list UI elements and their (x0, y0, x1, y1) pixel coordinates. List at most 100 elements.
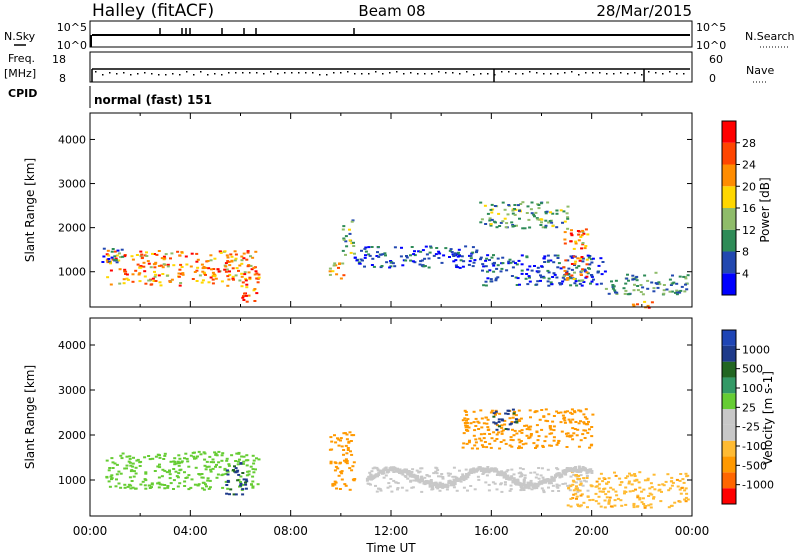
heatmap-cell (176, 250, 180, 253)
nave-dot (410, 72, 412, 74)
nave-dot (165, 74, 167, 76)
heatmap-cell (195, 260, 199, 263)
x-tick-label: 08:00 (273, 524, 308, 538)
heatmap-cell (555, 485, 559, 488)
heatmap-cell (581, 279, 585, 282)
velocity-colorbar-tick-label: 1000 (742, 343, 770, 356)
heatmap-cell (493, 439, 497, 442)
heatmap-cell (210, 268, 213, 271)
heatmap-cell (242, 295, 245, 298)
heatmap-cell (471, 246, 475, 249)
heatmap-cell (630, 483, 634, 486)
nave-dot (270, 71, 272, 73)
heatmap-cell (679, 492, 683, 495)
heatmap-cell (679, 473, 683, 475)
heatmap-cell (534, 211, 538, 214)
heatmap-cell (679, 289, 683, 292)
heatmap-cell (533, 215, 536, 218)
heatmap-cell (578, 489, 582, 492)
heatmap-cell (428, 483, 432, 488)
heatmap-cell (627, 482, 631, 485)
velocity-colorbar-swatch (722, 472, 736, 489)
heatmap-cell (456, 266, 460, 269)
heatmap-cell (341, 262, 345, 265)
heatmap-cell (540, 276, 543, 279)
nave-dot (564, 72, 566, 74)
heatmap-cell (105, 459, 109, 462)
heatmap-cell (120, 457, 124, 460)
heatmap-cell (256, 483, 260, 486)
heatmap-cell (390, 490, 394, 493)
heatmap-cell (654, 271, 658, 274)
heatmap-cell (124, 273, 127, 275)
heatmap-cell (684, 276, 687, 279)
heatmap-cell (119, 486, 123, 489)
heatmap-cell (511, 428, 514, 431)
heatmap-cell (529, 479, 533, 482)
heatmap-cell (427, 266, 431, 269)
heatmap-cell (110, 457, 114, 460)
heatmap-cell (517, 259, 521, 262)
heatmap-cell (224, 472, 228, 475)
heatmap-cell (552, 439, 556, 442)
heatmap-cell (221, 473, 225, 476)
heatmap-cell (544, 219, 548, 222)
heatmap-cell (479, 439, 483, 442)
heatmap-cell (524, 442, 528, 445)
nsearch-label: N.Search (745, 30, 795, 43)
heatmap-cell (522, 489, 526, 491)
heatmap-cell (237, 473, 241, 476)
heatmap-cell (591, 257, 595, 260)
heatmap-cell (581, 229, 585, 232)
heatmap-cell (495, 468, 499, 473)
heatmap-cell (575, 284, 579, 287)
velocity-colorbar-tick-label: -500 (742, 459, 767, 472)
heatmap-cell (569, 232, 573, 235)
heatmap-cell (107, 260, 111, 263)
heatmap-cell (125, 467, 128, 470)
heatmap-cell (556, 486, 560, 489)
heatmap-cell (675, 478, 679, 481)
heatmap-cell (465, 413, 469, 416)
heatmap-cell (586, 254, 590, 257)
heatmap-cell (484, 284, 488, 287)
heatmap-cell (241, 483, 245, 486)
heatmap-cell (579, 482, 583, 485)
heatmap-cell (575, 266, 579, 269)
heatmap-cell (515, 224, 518, 227)
heatmap-cell (429, 480, 433, 485)
heatmap-cell (585, 271, 589, 274)
heatmap-cell (154, 273, 158, 276)
heatmap-cell (543, 261, 547, 263)
heatmap-cell (331, 483, 335, 486)
heatmap-cell (165, 274, 169, 277)
heatmap-cell (576, 428, 580, 431)
heatmap-cell (638, 498, 642, 501)
heatmap-cell (652, 496, 656, 499)
heatmap-cell (580, 493, 584, 496)
heatmap-cell (217, 450, 221, 453)
heatmap-cell (109, 283, 113, 286)
nave-dot (571, 71, 573, 73)
heatmap-cell (343, 483, 347, 486)
heatmap-cell (152, 263, 156, 266)
heatmap-cell (517, 447, 520, 450)
heatmap-cell (176, 460, 180, 463)
heatmap-cell (384, 254, 387, 257)
heatmap-cell (244, 294, 248, 297)
heatmap-cell (530, 488, 534, 491)
heatmap-cell (577, 475, 581, 477)
heatmap-cell (245, 258, 249, 261)
heatmap-cell (333, 434, 336, 437)
heatmap-cell (495, 424, 499, 427)
heatmap-cell (489, 411, 493, 414)
heatmap-cell (577, 422, 581, 425)
heatmap-cell (139, 255, 143, 258)
heatmap-cell (108, 467, 112, 469)
heatmap-cell (556, 257, 560, 259)
heatmap-cell (579, 410, 583, 413)
heatmap-cell (673, 501, 677, 504)
heatmap-cell (582, 422, 586, 425)
heatmap-cell (364, 246, 368, 249)
heatmap-cell (244, 277, 248, 280)
